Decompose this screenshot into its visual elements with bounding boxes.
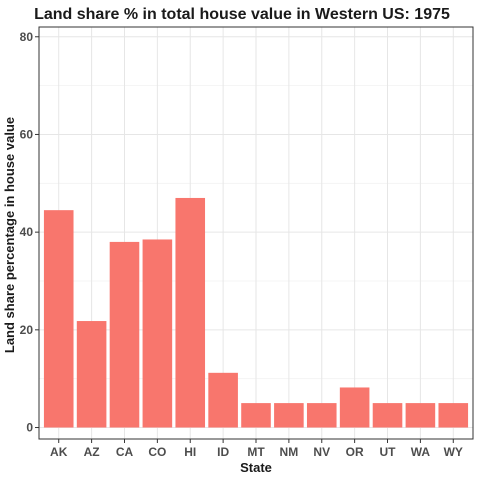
bar-hi xyxy=(175,197,206,428)
x-tick-label: AK xyxy=(50,445,68,459)
x-tick-label: WY xyxy=(444,445,463,459)
y-axis: 0 20 40 60 80 xyxy=(20,30,39,435)
y-tick-label: 20 xyxy=(20,323,34,337)
bar-nv xyxy=(306,403,337,428)
bars xyxy=(43,197,469,428)
x-tick-label: ID xyxy=(217,445,229,459)
bar-mt xyxy=(241,403,271,428)
x-tick-label: AZ xyxy=(84,445,100,459)
x-tick-label: UT xyxy=(380,445,397,459)
bar-wy xyxy=(438,403,469,428)
bar-nm xyxy=(274,403,304,428)
y-axis-title: Land share percentage in house value xyxy=(2,117,17,353)
y-tick-label: 60 xyxy=(20,127,34,141)
chart-title: Land share % in total house value in Wes… xyxy=(34,6,450,23)
bar-id xyxy=(208,372,238,428)
x-tick-label: NM xyxy=(280,445,299,459)
bar-az xyxy=(76,321,107,428)
bar-ut xyxy=(372,403,403,428)
x-tick-label: NV xyxy=(313,445,330,459)
bar-ca xyxy=(109,241,140,428)
y-tick-label: 0 xyxy=(26,421,33,435)
x-axis-title: State xyxy=(240,460,272,475)
x-axis: AK AZ CA CO HI ID MT NM NV OR UT WA WY xyxy=(50,439,463,459)
x-tick-label: CO xyxy=(148,445,166,459)
bar-co xyxy=(142,239,173,428)
x-tick-label: MT xyxy=(247,445,265,459)
x-tick-label: OR xyxy=(346,445,364,459)
x-tick-label: CA xyxy=(116,445,134,459)
bar-or xyxy=(339,387,370,428)
y-tick-label: 40 xyxy=(20,225,34,239)
y-tick-label: 80 xyxy=(20,30,34,44)
x-tick-label: WA xyxy=(411,445,431,459)
x-tick-label: HI xyxy=(184,445,196,459)
bar-ak xyxy=(43,210,74,428)
bar-wa xyxy=(405,403,436,428)
